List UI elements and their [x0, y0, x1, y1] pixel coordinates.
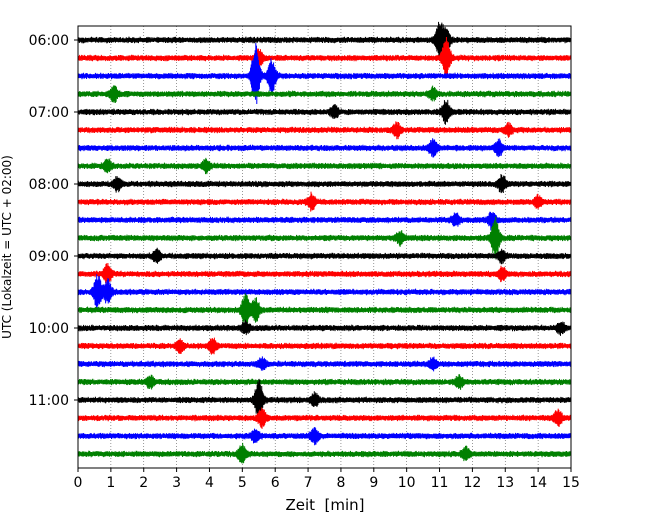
y-tick-label: 10:00	[29, 321, 69, 337]
trace-1100	[77, 378, 572, 421]
trace-0630	[77, 42, 572, 104]
trace-0830	[77, 211, 572, 231]
trace-0815	[77, 191, 572, 212]
trace-0745	[77, 157, 572, 175]
trace-1000	[77, 319, 572, 336]
trace-0600	[77, 21, 572, 59]
y-tick-label: 07:00	[29, 105, 69, 121]
x-tick-label: 14	[529, 475, 547, 491]
trace-0800	[77, 173, 572, 194]
trace-1130	[77, 427, 572, 446]
trace-0900	[77, 247, 572, 265]
x-axis-label: Zeit [min]	[285, 496, 364, 514]
trace-1045	[77, 374, 572, 390]
y-tick-label: 11:00	[29, 393, 69, 409]
x-tick-label: 0	[74, 475, 83, 491]
y-tick-label: 06:00	[29, 33, 69, 49]
x-tick-label: 11	[431, 475, 449, 491]
x-tick-label: 8	[336, 475, 345, 491]
trace-group	[77, 21, 572, 464]
y-tick-label: 09:00	[29, 249, 69, 265]
trace-0930	[77, 274, 572, 310]
x-tick-label: 15	[562, 475, 580, 491]
trace-1030	[77, 356, 572, 372]
x-tick-label: 2	[139, 475, 148, 491]
trace-0645	[77, 85, 572, 103]
x-tick-label: 10	[398, 475, 416, 491]
x-tick-label: 13	[496, 475, 514, 491]
x-tick-label: 9	[369, 475, 378, 491]
x-tick-label: 5	[238, 475, 247, 491]
y-tick-label: 08:00	[29, 177, 69, 193]
x-tick-label: 6	[271, 475, 280, 491]
trace-0715	[77, 121, 572, 140]
y-axis-label: UTC (Lokalzeit = UTC + 02:00)	[0, 155, 14, 339]
trace-1145	[77, 442, 572, 464]
trace-0915	[77, 262, 572, 285]
trace-0945	[77, 293, 572, 329]
x-tick-label: 4	[205, 475, 214, 491]
trace-0700	[77, 99, 572, 125]
x-tick-label: 7	[304, 475, 313, 491]
x-tick-label: 1	[106, 475, 115, 491]
trace-0845	[77, 216, 572, 259]
trace-0730	[77, 138, 572, 158]
trace-0615	[77, 37, 572, 79]
y-ticks: 06:00 07:00 08:00 09:00 10:00 11:00	[29, 33, 78, 409]
trace-1015	[77, 337, 572, 355]
trace-1115	[77, 407, 572, 429]
x-tick-label: 12	[463, 475, 481, 491]
plot-frame	[77, 25, 572, 469]
x-tick-label: 3	[172, 475, 181, 491]
x-ticks: 0 1 2 3 4 5 6 7 8 9 10 11 12 13 14 15	[74, 468, 580, 491]
